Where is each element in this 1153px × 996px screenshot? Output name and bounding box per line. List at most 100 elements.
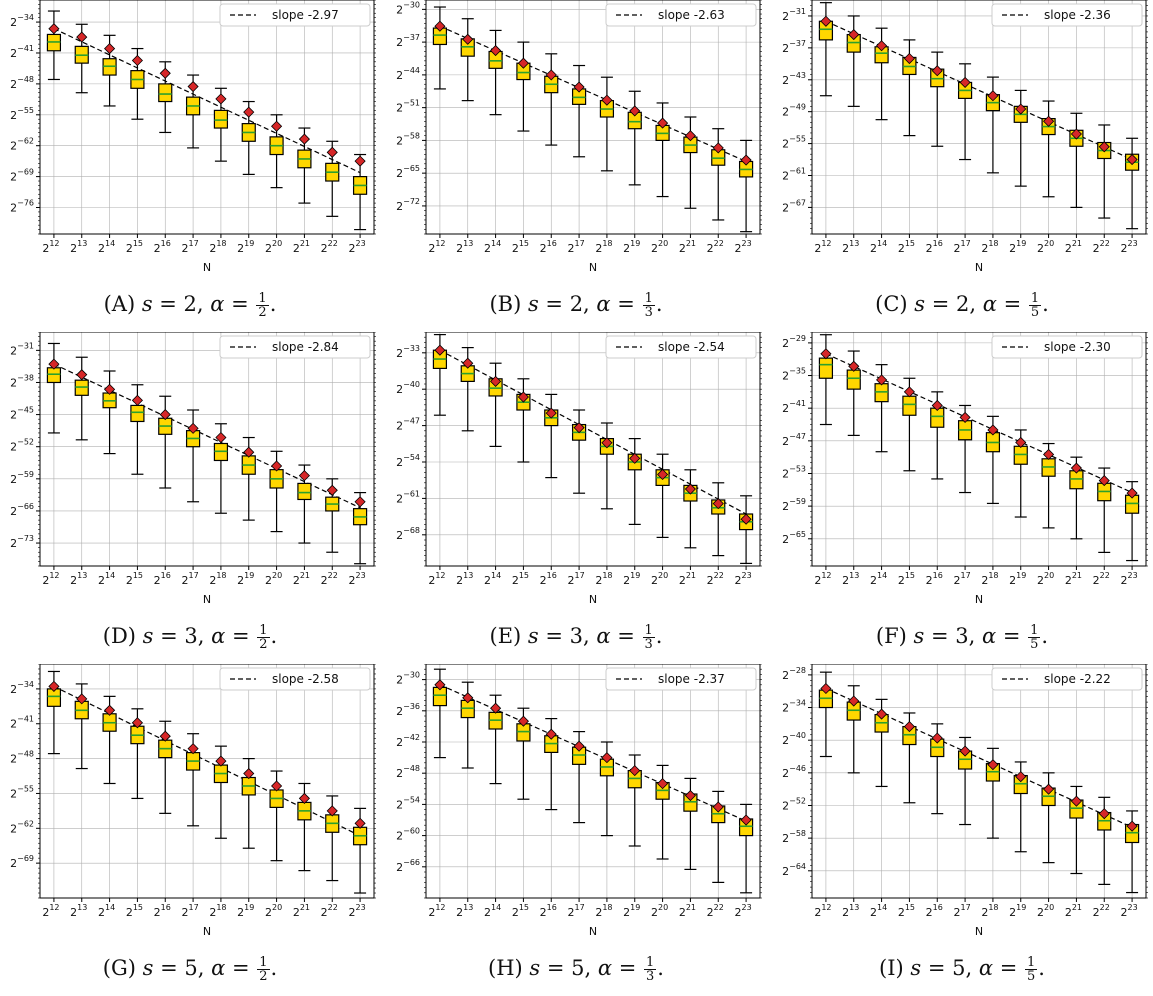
x-tick-label: 222 [321,903,338,919]
mean-marker [848,360,860,372]
legend-label: slope -2.97 [272,8,339,22]
x-tick-label: 216 [926,571,943,587]
mean-marker [490,44,502,57]
caption-s-value: s = 2, α = [914,292,1028,316]
x-tick-label: 223 [1120,239,1137,255]
x-tick-label: 216 [154,239,171,255]
x-tick-label: 214 [870,903,887,919]
x-tick-label: 212 [814,903,831,919]
mean-marker [657,468,669,481]
y-tick-label: 2−69 [10,854,34,870]
chart-panel: 2−34 2−41 2−48 2−55 2−62 2−69 2−76 212 213 214 215… [0,0,380,332]
legend-label: slope -2.58 [272,672,339,686]
x-tick-label: 217 [567,571,584,587]
y-tick-label: 2−37 [782,39,806,55]
box-18 [599,422,615,510]
mean-marker [243,767,255,780]
y-tick-label: 2−40 [396,380,420,396]
box-19 [1013,429,1028,518]
mean-marker [987,424,999,436]
box-13 [846,350,861,436]
box-13 [74,683,89,770]
x-tick-label: 212 [42,571,59,587]
axes-frame [425,332,761,567]
mean-marker [876,40,888,52]
x-tick-label: 217 [953,571,970,587]
box-15 [516,41,531,132]
caption-s-value: s = 2, α = [527,292,642,316]
legend-label: slope -2.54 [658,340,725,354]
caption-s-value: s = 5, α = [910,956,1024,980]
y-tick-label: 2−68 [396,526,420,542]
x-tick-label: 217 [181,571,198,587]
mean-marker [104,383,116,395]
legend-label: slope -2.30 [1044,340,1111,354]
x-axis-label: N [589,261,597,274]
mean-marker [712,801,724,813]
box-17 [185,74,201,149]
x-tick-label: 215 [898,571,915,587]
box-20 [655,453,670,538]
chart-svg: 2−30 2−36 2−42 2−48 2−54 2−60 2−66 212 213 214 215… [396,664,762,938]
legend-label: slope -2.63 [658,8,725,22]
x-axis-label: N [589,925,597,938]
x-axis-label: N [203,925,211,938]
x-tick-label: 215 [512,903,529,919]
mean-marker [684,483,696,495]
mean-marker [48,680,60,692]
y-tick-label: 2−41 [10,715,34,731]
x-tick-label: 213 [456,903,473,919]
y-tick-label: 2−62 [10,819,34,835]
axes-frame [39,332,375,567]
y-tick-label: 2−34 [10,680,34,696]
x-tick-label: 218 [595,903,612,919]
mean-marker [820,15,832,27]
box-19 [241,100,256,175]
x-tick-label: 215 [126,571,143,587]
x-tick-label: 222 [1093,571,1110,587]
x-tick-label: 217 [567,239,584,255]
box-iqr [1013,445,1028,465]
y-tick-label: 2−41 [10,44,34,60]
mean-marker [740,814,752,826]
mean-marker [903,721,915,733]
x-tick-label: 212 [42,239,59,255]
x-tick-label: 222 [707,903,724,919]
legend: slope -2.84 [219,335,371,359]
mean-marker [987,759,999,771]
x-tick-label: 222 [321,239,338,255]
subfigure-label: (F) [875,624,914,648]
mean-marker [601,752,613,764]
x-tick-label: 213 [70,903,87,919]
box-16 [158,720,173,814]
x-tick-label: 218 [595,571,612,587]
fit-line [825,353,1133,494]
mean-marker [187,743,199,755]
legend: slope -2.37 [605,667,757,691]
legend-label: slope -2.37 [658,672,725,686]
mean-marker [1126,487,1138,499]
y-tick-label: 2−31 [782,7,806,23]
mean-marker [1043,783,1055,795]
box-23 [352,491,368,565]
y-tick-label: 2−45 [10,406,34,422]
mean-marker [931,399,943,412]
box-15 [902,712,917,804]
fit-line [825,20,1133,161]
mean-marker [876,708,888,720]
box-13 [460,681,475,769]
x-tick-label: 220 [1037,239,1054,255]
mean-marker [131,394,143,406]
y-tick-label: 2−64 [782,862,806,878]
x-tick-label: 218 [981,239,998,255]
y-tick-label: 2−29 [782,334,806,350]
x-axis-label: N [203,261,211,274]
mean-marker [629,765,641,777]
x-tick-label: 212 [428,903,445,919]
x-tick-label: 219 [1009,571,1026,587]
x-tick-label: 214 [484,239,501,255]
